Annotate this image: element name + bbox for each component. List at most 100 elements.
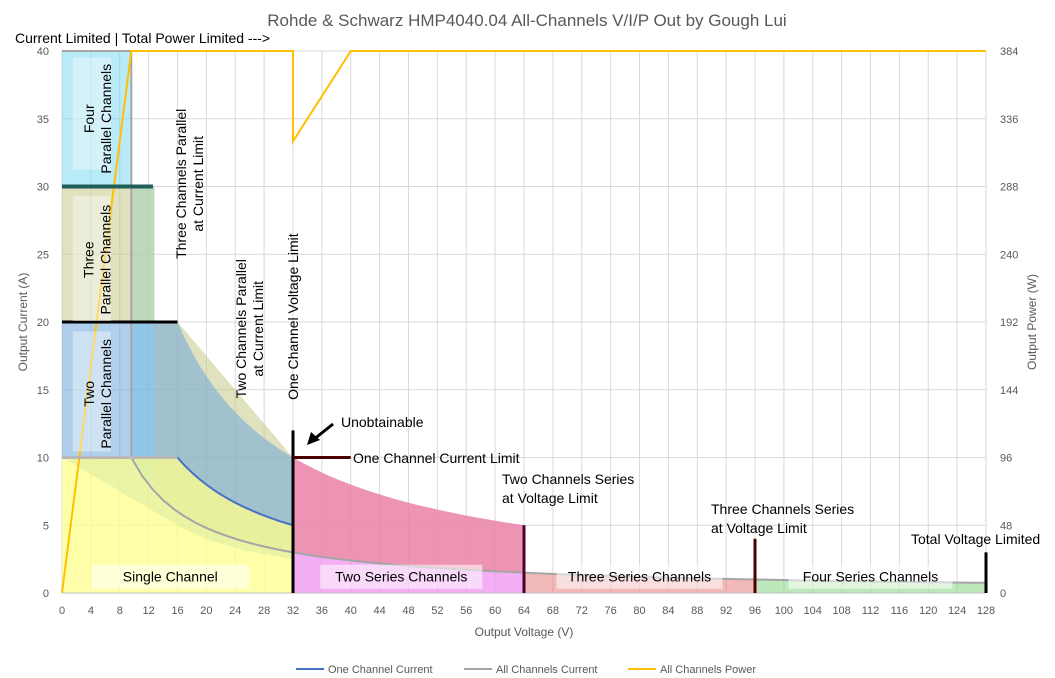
x-tick-label: 92 (720, 605, 732, 617)
x-tick-label: 24 (229, 605, 241, 617)
x-tick-label: 104 (804, 605, 822, 617)
x-tick-label: 116 (891, 605, 909, 617)
region-two-parallel (62, 322, 293, 560)
label-two-series: Two Series Channels (335, 569, 467, 585)
y-tick-label: 20 (37, 317, 49, 329)
legend-label-2: All Channels Power (660, 664, 756, 676)
label-four-series: Four Series Channels (803, 569, 938, 585)
x-tick-label: 52 (431, 605, 443, 617)
series-line-2 (61, 50, 986, 594)
x-tick-label: 72 (576, 605, 588, 617)
x-tick-label: 64 (518, 605, 530, 617)
x-tick-label: 4 (88, 605, 94, 617)
legend-label-0: One Channel Current (328, 664, 433, 676)
label-three-ch-parallel-limit-line1: at Current Limit (190, 136, 206, 232)
axes: 0 4 8 12 16 20 24 28 32 36 40 44 48 52 56 60 64 68 72 76 80 8… (16, 46, 1039, 639)
y2-tick-label: 384 (1000, 46, 1018, 58)
y-tick-label: 15 (37, 385, 49, 397)
regions (62, 51, 986, 593)
label-four-parallel-line1: Parallel Channels (98, 64, 114, 174)
x-tick-label: 80 (633, 605, 645, 617)
label-four-series-box (788, 564, 953, 589)
y2-axis-title: Output Power (W) (1025, 274, 1039, 370)
x-tick-label: 84 (662, 605, 674, 617)
label-one-ch-current-limit: One Channel Current Limit (353, 450, 520, 466)
label-two-parallel-line1: Parallel Channels (98, 339, 114, 449)
y2-tick-label: 0 (1000, 588, 1006, 600)
x-tick-label: 28 (258, 605, 270, 617)
x-tick-label: 48 (402, 605, 414, 617)
three-parallel-box (72, 195, 111, 321)
x-axis-title: Output Voltage (V) (475, 625, 574, 639)
label-single-channel-box (91, 564, 250, 589)
four-parallel-box (72, 57, 111, 170)
legend: One Channel Current All Channels Current A… (296, 664, 756, 676)
region-single-channel (62, 457, 293, 593)
label-two-ch-parallel-limit-line0: Two Channels Parallel (233, 259, 249, 398)
y-tick-label: 0 (43, 588, 49, 600)
label-top-left: Current Limited | Total Power Limited --… (15, 30, 270, 46)
label-three-parallel-line0: Three (81, 241, 97, 278)
unobtainable-arrow-head (307, 432, 320, 445)
label-three-parallel-line1: Parallel Channels (98, 205, 114, 315)
y-tick-label: 10 (37, 453, 49, 465)
x-tick-label: 100 (775, 605, 793, 617)
y-tick-label: 35 (37, 114, 49, 126)
x-tick-label: 88 (691, 605, 703, 617)
x-tick-label: 8 (117, 605, 123, 617)
x-tick-label: 44 (374, 605, 386, 617)
x-tick-label: 124 (948, 605, 966, 617)
y2-tick-label: 240 (1000, 249, 1018, 261)
y-axis-title: Output Current (A) (16, 273, 30, 372)
label-one-ch-voltage-limit: One Channel Voltage Limit (285, 233, 301, 400)
x-tick-label: 32 (287, 605, 299, 617)
y-tick-label: 40 (37, 46, 49, 58)
label-single-channel: Single Channel (123, 569, 218, 585)
label-three-ch-series-limit-line1: at Voltage Limit (711, 520, 807, 536)
label-four-parallel-line0: Four (81, 104, 97, 133)
region-three-series (293, 457, 755, 593)
x-tick-label: 108 (832, 605, 850, 617)
y2-tick-label: 288 (1000, 182, 1018, 194)
grid (61, 50, 987, 594)
x-tick-label: 12 (143, 605, 155, 617)
label-three-ch-series-limit-line0: Three Channels Series (711, 501, 854, 517)
chart-title: Rohde & Schwarz HMP4040.04 All-Channels … (267, 11, 786, 30)
y2-tick-label: 144 (1000, 385, 1018, 397)
x-tick-label: 68 (547, 605, 559, 617)
y-tick-label: 25 (37, 249, 49, 261)
x-tick-label: 76 (605, 605, 617, 617)
x-tick-label: 60 (489, 605, 501, 617)
x-tick-label: 36 (316, 605, 328, 617)
y-tick-label: 5 (43, 520, 49, 532)
x-tick-label: 56 (460, 605, 472, 617)
label-three-ch-parallel-limit-line0: Three Channels Parallel (173, 109, 189, 259)
two-parallel-box (72, 331, 111, 452)
legend-label-1: All Channels Current (496, 664, 598, 676)
label-two-ch-series-limit-line0: Two Channels Series (502, 471, 634, 487)
y-tick-label: 30 (37, 182, 49, 194)
x-tick-label: 112 (862, 605, 880, 617)
label-two-ch-parallel-limit-line1: at Current Limit (250, 281, 266, 377)
label-total-voltage-limited: Total Voltage Limited (911, 531, 1040, 547)
x-tick-label: 120 (919, 605, 937, 617)
label-two-parallel-line0: Two (81, 381, 97, 407)
series-line-0 (62, 456, 294, 527)
x-tick-label: 96 (749, 605, 761, 617)
label-three-series-box (556, 564, 723, 589)
y2-tick-label: 336 (1000, 114, 1018, 126)
annotations: Single Channel Two Series Channels Three S… (15, 30, 1040, 593)
x-tick-label: 16 (171, 605, 183, 617)
label-two-ch-series-limit-line1: at Voltage Limit (502, 490, 598, 506)
x-tick-label: 40 (345, 605, 357, 617)
x-tick-label: 0 (59, 605, 65, 617)
label-two-series-box (320, 564, 483, 589)
y2-tick-label: 48 (1000, 520, 1012, 532)
label-unobtainable: Unobtainable (341, 414, 424, 430)
x-tick-label: 20 (200, 605, 212, 617)
y2-tick-label: 192 (1000, 317, 1018, 329)
y2-tick-label: 96 (1000, 453, 1012, 465)
x-tick-label: 128 (977, 605, 995, 617)
label-three-series: Three Series Channels (568, 569, 711, 585)
